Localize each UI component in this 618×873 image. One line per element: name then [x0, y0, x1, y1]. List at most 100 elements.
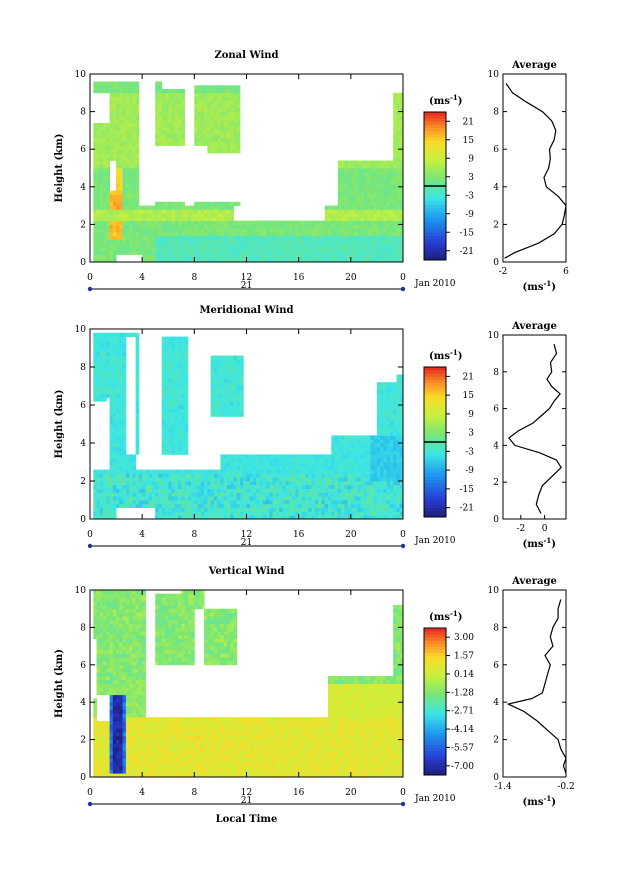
heatmap-cell: [119, 435, 123, 440]
colorbar-segment: [424, 121, 446, 125]
heatmap-cell: [220, 477, 225, 482]
heatmap-cell: [354, 462, 358, 467]
heatmap-cell: [217, 258, 221, 263]
heatmap-cell: [380, 469, 384, 474]
heatmap-cell: [122, 111, 127, 116]
heatmap-cell: [386, 186, 391, 191]
heatmap-cell: [275, 224, 280, 229]
colorbar-segment: [424, 173, 446, 178]
heatmap-cell: [262, 254, 267, 259]
heatmap-cell: [367, 450, 371, 455]
heatmap-cell: [292, 515, 296, 520]
heatmap-cell: [93, 122, 97, 128]
heatmap-cell: [125, 496, 130, 501]
heatmap-cell: [243, 458, 247, 463]
heatmap-cell: [386, 160, 391, 165]
heatmap-cell: [370, 239, 375, 244]
heatmap-cell: [151, 481, 156, 486]
heatmap-cell: [396, 107, 401, 112]
heatmap-cell: [210, 397, 215, 402]
heatmap-cell: [324, 209, 329, 214]
heatmap-cell: [142, 243, 146, 248]
heatmap-cell: [337, 500, 342, 505]
heatmap-cell: [399, 122, 404, 128]
colorbar-segment: [424, 182, 446, 187]
heatmap-cell: [386, 216, 391, 222]
heatmap-cell: [236, 100, 241, 105]
heatmap-cell: [337, 484, 342, 489]
heatmap-cell: [396, 503, 401, 508]
heatmap-cell: [279, 473, 283, 478]
heatmap-cell: [223, 205, 228, 210]
heatmap-cell: [288, 224, 293, 229]
heatmap-cell: [116, 458, 120, 463]
heatmap-cell: [116, 465, 120, 470]
heatmap-cell: [129, 332, 133, 337]
heatmap-cell: [393, 405, 397, 410]
heatmap-cell: [204, 201, 208, 206]
heatmap-cell: [109, 243, 114, 248]
heatmap-cell: [233, 389, 238, 394]
heatmap-cell: [96, 141, 101, 146]
heatmap-cell: [116, 220, 120, 225]
heatmap-cell: [373, 168, 378, 173]
colorbar-segment: [424, 145, 446, 150]
heatmap-cell: [200, 473, 205, 478]
heatmap-cell: [246, 462, 251, 467]
heatmap-cell: [129, 115, 133, 120]
heatmap-cell: [396, 190, 401, 195]
heatmap-cell: [148, 220, 153, 225]
heatmap-cell: [155, 473, 159, 478]
heatmap-cell: [350, 492, 355, 497]
heatmap-cell: [158, 239, 163, 244]
heatmap-cell: [386, 164, 391, 169]
heatmap-cell: [393, 164, 397, 169]
heatmap-cell: [132, 175, 137, 180]
heatmap-cell: [230, 216, 234, 222]
heatmap-cell: [301, 507, 306, 512]
heatmap-cell: [230, 104, 234, 109]
heatmap-cell: [200, 209, 205, 214]
heatmap-cell: [165, 348, 169, 353]
heatmap-cell: [363, 446, 368, 451]
heatmap-cell: [181, 401, 185, 406]
y-tick-label: 4: [80, 439, 86, 449]
heatmap-cell: [337, 213, 342, 218]
heatmap-cell: [171, 405, 176, 410]
heatmap-cell: [223, 412, 228, 417]
heatmap-cell: [132, 190, 137, 195]
colorbar-unit-close: ): [458, 96, 463, 107]
heatmap-cell: [269, 465, 273, 470]
heatmap-cell: [341, 194, 345, 199]
heatmap-cell: [132, 164, 137, 169]
heatmap-cell: [165, 137, 169, 143]
heatmap-cell: [230, 130, 234, 135]
heatmap-cell: [122, 458, 127, 463]
heatmap-cell: [376, 416, 381, 421]
heatmap-cell: [106, 134, 110, 139]
heatmap-cell: [259, 488, 264, 493]
heatmap-cell: [220, 89, 225, 94]
heatmap-cell: [399, 153, 404, 158]
profile-x-tick-label: -2: [499, 267, 508, 277]
heatmap-cell: [135, 168, 140, 173]
heatmap-cell: [174, 107, 179, 112]
heatmap-cell: [165, 367, 169, 372]
heatmap-cell: [399, 405, 404, 410]
heatmap-cell: [383, 488, 388, 493]
heatmap-cell: [158, 201, 163, 206]
heatmap-cell: [380, 393, 384, 398]
heatmap-cell: [191, 258, 195, 263]
heatmap-cell: [200, 216, 205, 222]
heatmap-cell: [210, 500, 215, 505]
heatmap-cell: [236, 363, 241, 368]
heatmap-cell: [125, 171, 130, 176]
heatmap-cell: [376, 171, 381, 176]
heatmap-cell: [109, 111, 114, 116]
heatmap-cell: [249, 224, 254, 229]
heatmap-cell: [220, 126, 225, 131]
heatmap-cell: [288, 243, 293, 248]
heatmap-cell: [249, 507, 254, 512]
heatmap-cell: [207, 100, 212, 105]
heatmap-cell: [135, 111, 140, 116]
